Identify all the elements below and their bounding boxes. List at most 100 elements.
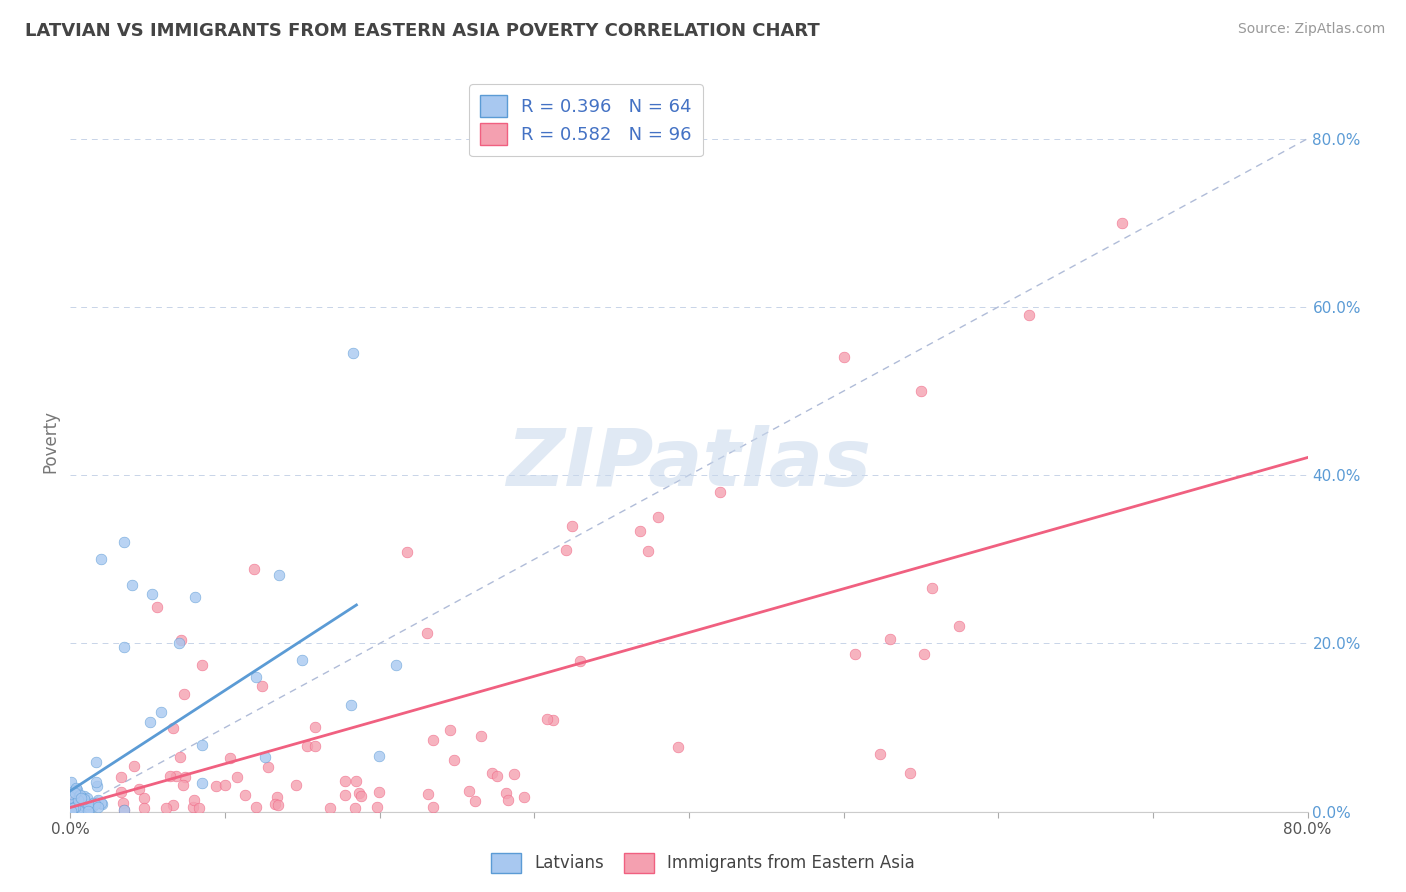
Point [173,687,195,701]
Point [62,797,84,811]
Point [87,793,110,807]
Point [183,793,205,807]
Point [165,769,187,783]
Point [457,784,479,798]
Text: LATVIAN VS IMMIGRANTS FROM EASTERN ASIA POVERTY CORRELATION CHART: LATVIAN VS IMMIGRANTS FROM EASTERN ASIA … [25,22,820,40]
Point [69,788,91,802]
Point [82,796,104,810]
Point [191,776,214,790]
Point [162,721,184,735]
Point [190,658,212,673]
Point [384,657,406,672]
Point [86,779,108,793]
Point [139,714,162,729]
Point [76,797,98,811]
Point [66,783,89,797]
Point [233,788,256,802]
Point [59,775,82,789]
Point [921,581,943,595]
Point [912,648,935,662]
Point [304,739,326,753]
Point [416,626,439,640]
Point [60,800,83,814]
Point [245,800,267,814]
Point [295,739,318,753]
Point [76,790,98,805]
Point [637,544,659,558]
Point [561,519,583,533]
Point [250,679,273,693]
Point [159,769,181,783]
Legend: R = 0.396   N = 64, R = 0.582   N = 96: R = 0.396 N = 64, R = 0.582 N = 96 [470,84,703,156]
Point [367,785,389,799]
Point [481,765,503,780]
Point [709,485,731,500]
Point [167,636,190,650]
Point [569,654,592,668]
Point [162,797,184,812]
Point [62,801,84,815]
Point [263,797,285,811]
Point [63,786,86,800]
Point [225,770,247,784]
Point [132,791,155,805]
Point [350,789,373,803]
Point [188,801,211,815]
Point [122,759,145,773]
Point [67,805,90,819]
Point [536,712,558,726]
Point [267,798,290,813]
Text: Source: ZipAtlas.com: Source: ZipAtlas.com [1237,22,1385,37]
Point [63,782,86,797]
Point [60,787,83,801]
Point [112,640,135,655]
Point [67,789,90,803]
Point [76,799,98,814]
Point [90,797,112,811]
Point [66,793,89,807]
Point [898,765,921,780]
Point [62,794,84,808]
Point [344,773,367,788]
Point [485,768,508,782]
Point [879,632,901,646]
Point [269,568,291,582]
Point [439,723,461,737]
Point [910,384,932,398]
Point [155,801,177,815]
Point [628,524,651,538]
Legend: Latvians, Immigrants from Eastern Asia: Latvians, Immigrants from Eastern Asia [484,847,922,880]
Point [112,803,135,817]
Point [368,749,391,764]
Point [464,794,486,808]
Point [666,739,689,754]
Point [87,799,110,814]
Point [498,793,520,807]
Point [254,750,277,764]
Point [245,670,267,684]
Point [443,753,465,767]
Point [543,713,565,727]
Point [512,790,534,805]
Point [149,705,172,719]
Point [121,577,143,591]
Point [342,346,364,360]
Point [948,619,970,633]
Point [132,801,155,815]
Point [304,720,326,734]
Point [77,799,100,814]
Point [396,545,419,559]
Point [832,351,855,365]
Point [67,789,90,804]
Point [169,750,191,764]
Point [66,798,89,813]
Point [183,800,205,814]
Point [111,796,134,810]
Point [59,804,82,818]
Point [59,804,82,818]
Point [72,797,94,812]
Point [204,779,226,793]
Point [503,767,526,781]
Point [344,801,367,815]
Point [77,801,100,815]
